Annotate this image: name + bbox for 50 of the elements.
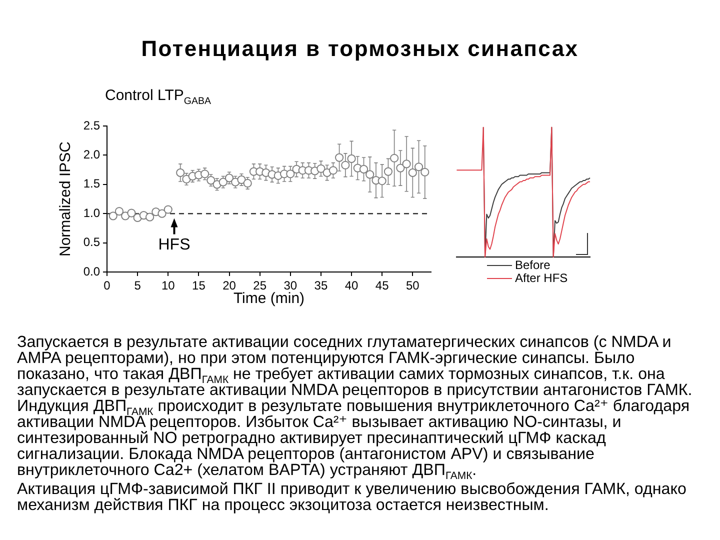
- point: [420, 168, 430, 176]
- y-axis-title: Normalized IPSC: [57, 141, 74, 257]
- point: [335, 153, 344, 162]
- point: [378, 176, 386, 186]
- point: [158, 209, 166, 218]
- point: [402, 160, 411, 168]
- point: [127, 208, 136, 218]
- point: [384, 167, 393, 176]
- x-tick-label: 50: [406, 278, 420, 293]
- x-tick-label: 25: [253, 278, 267, 293]
- point: [396, 164, 405, 172]
- text: Потенциация в тормозных синапсах: [140, 35, 580, 63]
- chart-title: Control LTP$_{GABA}$: [105, 87, 212, 107]
- point: [408, 168, 417, 178]
- point: [359, 164, 368, 174]
- annotation: HFS: [158, 236, 190, 254]
- y-tick-label: 1.5: [83, 176, 100, 191]
- text: Запускается в результате активации соседних глутаматергических синапсов (с NMDA и AMPA рецепторами), но при этом потенцируются ГАМК-эргические синапсы. Было показано, что такая ДВП$_{ГАМК}$ не требует активации самих тормозных синапсов, т.к. она запускается в результате активации NMDA рецепторов в присутствии антагонистов ГАМК. Индукция ДВП$_{ГАМК}$ происходит в результате повышения внутриклеточного Ca²⁺ благодаря активации NMDA рецепторов. Избыток Ca²⁺ вызывает активацию NO-синтазы, и синтезированный NO ретроградно активирует пресинаптический цГМФ каскад сигнализации. Блокада NMDA рецепторов (антагонистом APV) и связывание внутриклеточного Ca2+ (хелатом BAPTA) устраняют ДВП$_{ГАМК}$.: [17, 333, 692, 482]
- point: [316, 164, 326, 173]
- point: [114, 206, 124, 216]
- y-tick-label: 2.0: [83, 148, 100, 162]
- point: [390, 154, 399, 162]
- y-tick-label: 1.0: [83, 206, 100, 220]
- point: [366, 170, 374, 179]
- point: [224, 174, 234, 182]
- point: [145, 212, 154, 222]
- x-tick-label: 15: [192, 278, 206, 293]
- x-tick-label: 10: [161, 278, 176, 293]
- point: [286, 170, 295, 178]
- point: [414, 162, 424, 172]
- y-tick-label: 0.0: [83, 264, 100, 278]
- x-tick-label: 20: [222, 278, 236, 293]
- y-tick-label: 0.5: [83, 235, 100, 250]
- point: [347, 154, 356, 164]
- legend-label: After HFS: [515, 271, 568, 285]
- point: [176, 168, 185, 178]
- y-tick-label: 2.5: [83, 118, 100, 132]
- x-tick-label: 30: [284, 278, 298, 293]
- point: [328, 166, 338, 175]
- point: [108, 212, 118, 220]
- text: Активация цГМФ-зависимой ПКГ II приводит к увеличению высвобождения ГАМК, однако механизм действия ПКГ на процесс экзоцитоза остается неизвестным.: [17, 480, 688, 514]
- x-axis-title: Time (min): [233, 290, 305, 308]
- point: [341, 160, 350, 170]
- x-tick-label: 40: [344, 278, 359, 293]
- x-tick-label: 5: [134, 278, 142, 293]
- x-tick-label: 35: [314, 278, 328, 293]
- point: [164, 205, 172, 214]
- x-tick-label: 0: [104, 278, 111, 293]
- x-tick-label: 45: [375, 278, 390, 293]
- legend-label: Before: [515, 258, 550, 272]
